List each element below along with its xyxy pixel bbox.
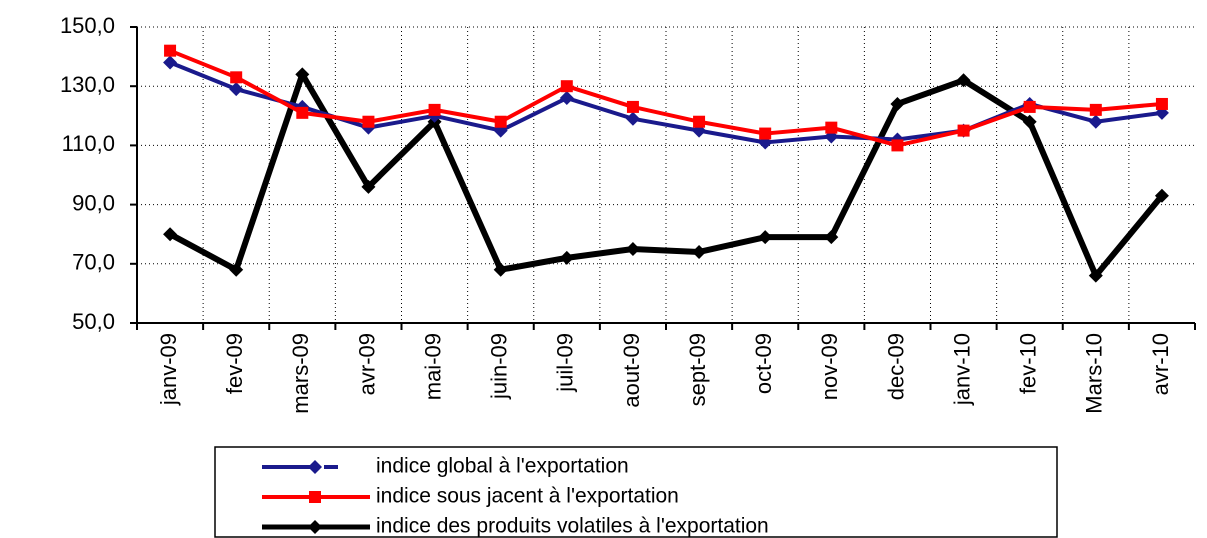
point bbox=[164, 44, 177, 57]
y-tick-label: 50,0 bbox=[72, 309, 115, 334]
point bbox=[1089, 103, 1102, 116]
x-tick-label: oct-09 bbox=[751, 333, 776, 394]
point bbox=[758, 230, 773, 245]
x-tick-label: juin-09 bbox=[487, 333, 512, 400]
point bbox=[362, 115, 375, 128]
x-tick-label: sept-09 bbox=[685, 333, 710, 406]
x-tick-label: juil-09 bbox=[553, 333, 578, 393]
point bbox=[1022, 114, 1037, 129]
x-tick-label: janv-10 bbox=[949, 333, 974, 406]
y-tick-label: 110,0 bbox=[62, 131, 115, 156]
point bbox=[296, 106, 309, 119]
x-tick-label: fev-09 bbox=[222, 333, 247, 394]
legend-marker bbox=[308, 520, 322, 534]
point bbox=[230, 71, 243, 84]
y-tick-label: 70,0 bbox=[72, 250, 115, 275]
point bbox=[890, 96, 905, 111]
x-tick-label: nov-09 bbox=[817, 333, 842, 400]
y-tick-label: 90,0 bbox=[72, 190, 115, 215]
x-tick-label: mars-09 bbox=[288, 333, 313, 414]
point bbox=[625, 242, 640, 256]
point bbox=[559, 91, 574, 106]
series-line bbox=[169, 48, 1163, 148]
point bbox=[493, 123, 508, 138]
point bbox=[1023, 100, 1036, 113]
point bbox=[163, 227, 178, 242]
legend-marker bbox=[309, 491, 321, 503]
y-tick-label: 130,0 bbox=[60, 72, 115, 97]
point bbox=[957, 124, 970, 137]
point bbox=[361, 179, 376, 194]
point bbox=[891, 139, 904, 152]
x-tick-label: fev-10 bbox=[1016, 333, 1041, 394]
y-tick-label: 150,0 bbox=[60, 13, 115, 38]
x-tick-label: Mars-10 bbox=[1082, 333, 1107, 414]
x-tick-label: avr-10 bbox=[1148, 333, 1173, 395]
point bbox=[1154, 188, 1169, 203]
point bbox=[824, 230, 839, 245]
x-tick-label: avr-09 bbox=[354, 333, 379, 395]
point bbox=[229, 82, 244, 97]
x-tick-label: janv-09 bbox=[156, 333, 181, 406]
x-tick-label: mai-09 bbox=[420, 333, 445, 400]
point bbox=[295, 67, 310, 82]
series-line bbox=[168, 71, 1165, 279]
point bbox=[1088, 268, 1103, 283]
legend-label: indice des produits volatiles à l'export… bbox=[376, 515, 769, 538]
point bbox=[692, 244, 707, 259]
legend-box bbox=[214, 446, 1058, 538]
point bbox=[494, 115, 507, 128]
point bbox=[1155, 97, 1168, 110]
point bbox=[559, 250, 574, 265]
point bbox=[759, 127, 772, 140]
point bbox=[626, 100, 639, 113]
point bbox=[625, 111, 640, 126]
point bbox=[560, 80, 573, 93]
x-tick-label: dec-09 bbox=[883, 333, 908, 400]
legend-label: indice global à l'exportation bbox=[376, 455, 629, 478]
legend-label: indice sous jacent à l'exportation bbox=[376, 485, 679, 508]
point bbox=[692, 123, 707, 138]
point bbox=[493, 262, 508, 277]
point bbox=[229, 262, 244, 277]
point bbox=[163, 55, 178, 70]
point bbox=[693, 115, 706, 128]
point bbox=[428, 103, 441, 116]
point bbox=[825, 121, 838, 134]
legend-marker bbox=[308, 460, 322, 474]
x-tick-label: aout-09 bbox=[619, 333, 644, 408]
point bbox=[1088, 114, 1103, 129]
point bbox=[956, 73, 971, 88]
